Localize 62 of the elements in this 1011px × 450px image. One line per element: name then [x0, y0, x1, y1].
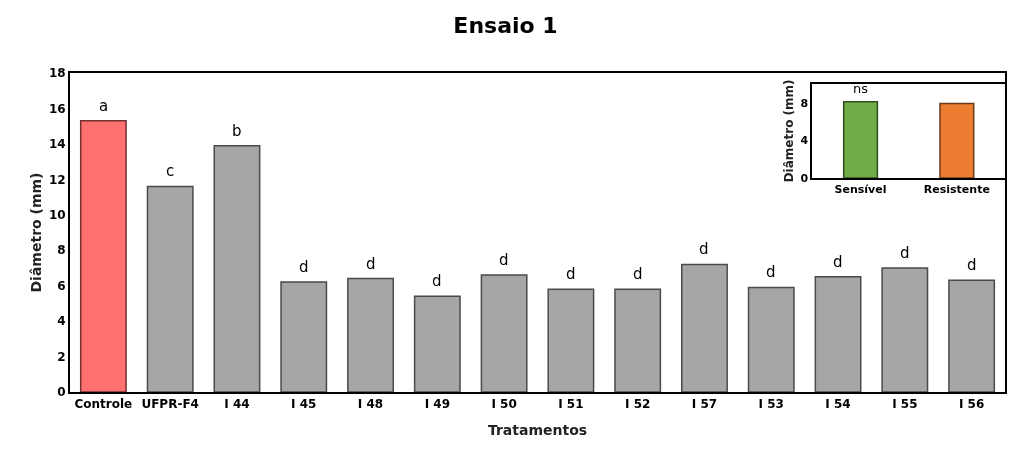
annotation: c: [166, 162, 175, 180]
bar: [480, 274, 528, 392]
annotation: d: [299, 258, 309, 276]
y-axis-title: Diâmetro (mm): [782, 79, 797, 183]
x-tick-label: I 49: [424, 397, 450, 412]
x-tick-label: I 56: [958, 397, 985, 412]
annotation: d: [967, 256, 977, 274]
annotation: d: [900, 244, 910, 262]
x-tick-label: I 45: [291, 397, 317, 412]
x-tick-label: I 53: [758, 397, 784, 412]
annotation: d: [833, 253, 843, 271]
y-tick-label: 2: [57, 349, 66, 364]
annotation: d: [366, 255, 376, 273]
y-tick-label: 4: [800, 134, 809, 148]
bar: [280, 281, 328, 392]
x-tick-label: I 51: [558, 397, 584, 412]
bar: [547, 288, 595, 392]
annotation: b: [232, 122, 242, 140]
x-tick-label: I 57: [691, 397, 718, 412]
y-tick-label: 8: [800, 96, 809, 110]
y-tick-label: 10: [48, 207, 66, 222]
x-tick-label: I 50: [491, 397, 517, 412]
annotation: a: [99, 97, 109, 115]
annotation: d: [499, 251, 509, 269]
x-tick-label: Resistente: [923, 183, 990, 197]
y-tick-label: 0: [800, 171, 809, 185]
y-tick-label: 0: [57, 385, 66, 400]
annotation: d: [432, 272, 442, 290]
bar: [213, 144, 261, 392]
annotation: d: [766, 263, 776, 281]
y-tick-label: 16: [48, 101, 66, 116]
y-tick-label: 14: [48, 137, 66, 152]
x-tick-label: I 44: [224, 397, 250, 412]
bar: [413, 295, 461, 392]
bar: [614, 288, 662, 392]
annotation: d: [633, 265, 643, 283]
bar: [681, 263, 728, 392]
annotation: ns: [853, 81, 869, 96]
bar: [747, 286, 795, 392]
annotation: d: [699, 240, 709, 258]
x-tick-label: I 54: [825, 397, 851, 412]
y-tick-label: 4: [57, 314, 66, 329]
x-tick-label: I 48: [357, 397, 384, 412]
bar: [948, 279, 996, 392]
y-tick-label: 8: [57, 243, 66, 258]
x-tick-label: I 52: [625, 397, 651, 412]
bar: [881, 267, 929, 392]
y-tick-label: 12: [48, 172, 66, 187]
bar: [146, 185, 194, 392]
bar: [79, 120, 127, 392]
bar: [347, 277, 394, 392]
y-axis-title: Diâmetro (mm): [28, 172, 44, 293]
x-tick-label: Controle: [74, 397, 133, 412]
x-tick-label: UFPR-F4: [141, 397, 199, 412]
x-tick-label: I 55: [892, 397, 918, 412]
chart-title: Ensaio 1: [453, 13, 558, 39]
bar: [814, 276, 862, 392]
annotation: d: [566, 265, 576, 283]
y-tick-label: 6: [57, 278, 66, 293]
y-tick-label: 18: [48, 66, 66, 81]
x-tick-label: Sensível: [834, 183, 887, 197]
x-axis-title: Tratamentos: [487, 422, 588, 439]
